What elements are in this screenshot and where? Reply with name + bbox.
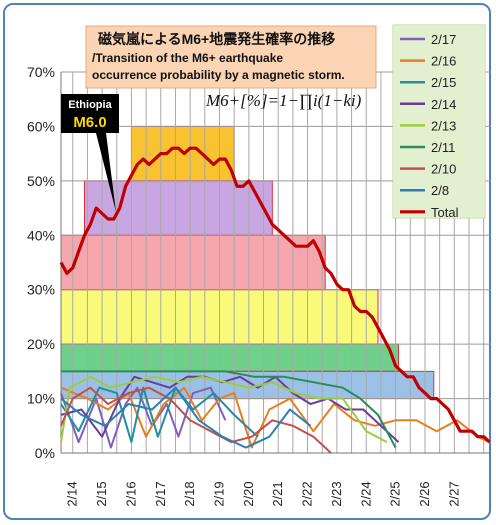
x-tick-label: 2/20: [241, 481, 256, 506]
x-tick-label: 2/19: [211, 481, 226, 506]
legend-label: 2/10: [431, 162, 456, 177]
legend-label: 2/17: [431, 32, 456, 47]
y-tick-label: 30%: [27, 282, 55, 298]
x-tick-label: 2/22: [300, 481, 315, 506]
legend-label: 2/13: [431, 118, 456, 133]
legend-background: [394, 26, 484, 217]
series-line-2-17: [60, 386, 227, 449]
x-tick-label: 2/16: [123, 481, 138, 506]
legend-label: 2/8: [431, 183, 449, 198]
series-line-2-13: [60, 375, 388, 443]
y-tick-label: 70%: [27, 64, 55, 80]
legend-label: 2/14: [431, 97, 456, 112]
x-tick-label: 2/25: [388, 481, 403, 506]
series-line-2-16: [60, 386, 490, 449]
x-tick-label: 2/21: [270, 481, 285, 506]
y-tick-label: 10%: [27, 391, 55, 407]
title-box: [85, 25, 377, 89]
title-line-3: occurrence probability by a magnetic sto…: [92, 68, 345, 82]
y-tick-label: 60%: [27, 118, 55, 134]
series-line-total: [59, 146, 491, 444]
x-tick-label: 2/27: [446, 481, 461, 506]
formula: M6+[%]=1−∏i(1−ki): [205, 91, 362, 110]
series-lines: [59, 146, 491, 454]
x-tick-label: 2/24: [358, 481, 373, 506]
series-line-2-8: [60, 386, 312, 449]
callout-location: Ethiopia: [68, 99, 112, 111]
legend: 2/17 2/16 2/15 2/14 2/13 2/11 2/10 2/8 Total: [400, 32, 459, 220]
title-line-1: 磁気嵐によるM6+地震発生確率の推移: [98, 31, 335, 47]
x-tick-label: 2/18: [182, 481, 197, 506]
probability-bands: [60, 125, 435, 400]
x-tick-label: 2/15: [94, 481, 109, 506]
probability-band-4: [60, 343, 400, 372]
y-tick-label: 40%: [27, 227, 55, 243]
y-tick-label: 50%: [27, 173, 55, 189]
earthquake-callout-box: [61, 94, 119, 133]
probability-band-2: [60, 234, 326, 291]
x-tick-label: 2/17: [153, 481, 168, 506]
y-tick-label: 0%: [35, 445, 55, 461]
series-line-2-14: [60, 375, 400, 443]
legend-label: Total: [431, 205, 459, 220]
series-line-2-11: [61, 370, 397, 449]
series-line-2-15: [60, 386, 259, 444]
x-tick-label: 2/26: [417, 481, 432, 506]
title-line-2: /Transition of the M6+ earthquake: [92, 51, 283, 65]
x-tick-label: 2/23: [329, 481, 344, 506]
series-line-2-10: [60, 386, 332, 454]
legend-label: 2/16: [431, 54, 456, 69]
y-axis-ticks: 0% 10% 20% 30% 40% 50% 60% 70%: [27, 64, 55, 461]
callout-pointer: [96, 133, 116, 212]
y-tick-label: 20%: [27, 336, 55, 352]
legend-label: 2/15: [431, 75, 456, 90]
x-tick-label: 2/14: [65, 481, 80, 506]
x-axis-ticks: 2/14 2/15 2/16 2/17 2/18 2/19 2/20 2/21 2/22 2/23…: [65, 481, 462, 506]
callout-magnitude: M6.0: [73, 114, 106, 131]
legend-label: 2/11: [431, 140, 455, 155]
